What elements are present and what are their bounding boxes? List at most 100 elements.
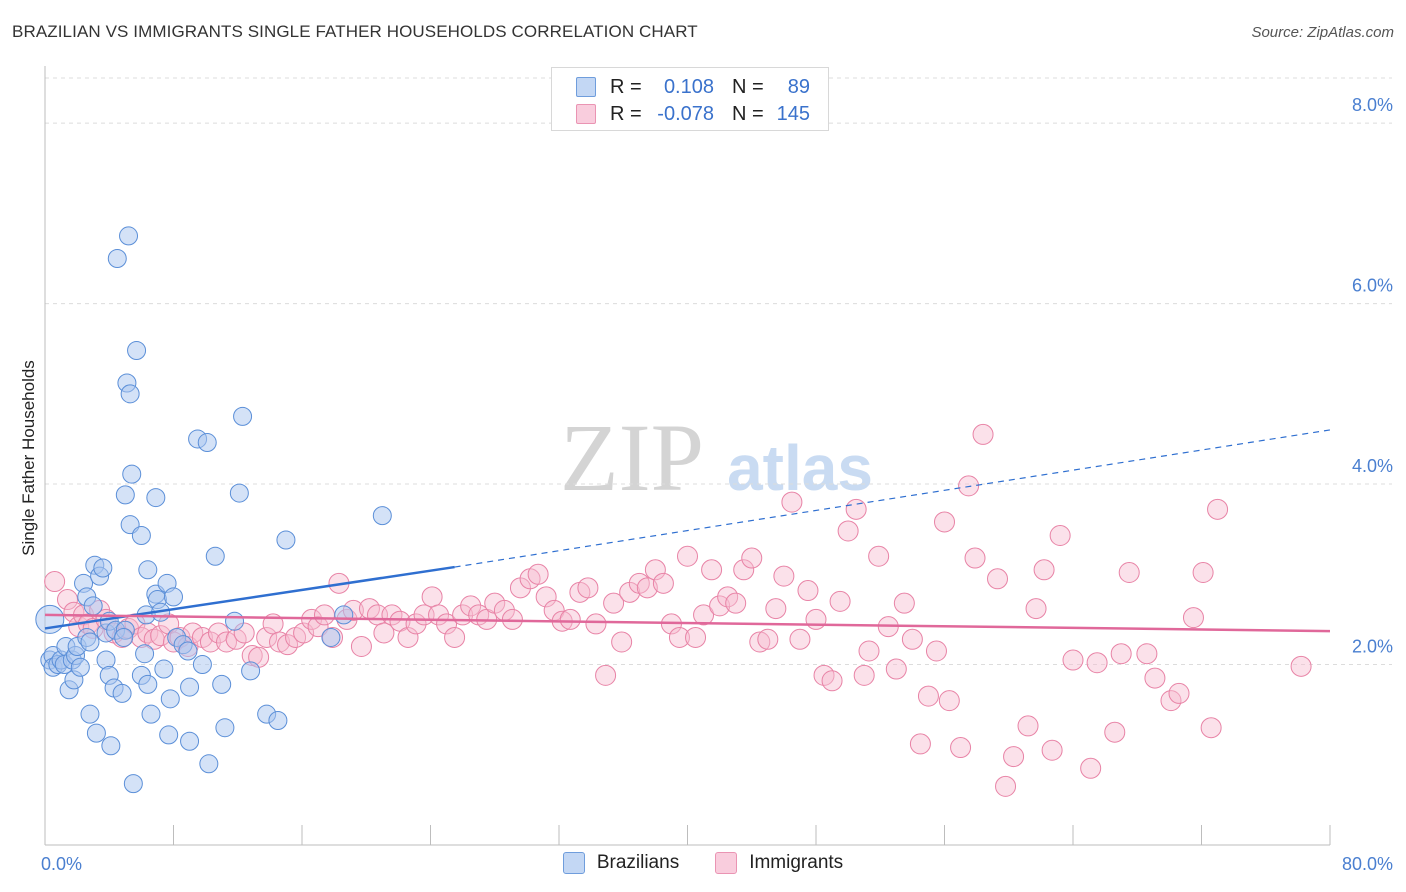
immigrant-point bbox=[256, 626, 278, 648]
immigrants-legend-swatch bbox=[715, 852, 738, 874]
immigrant-point bbox=[1086, 652, 1108, 674]
x-tick-label-min: 0.0% bbox=[41, 854, 82, 874]
trend-lines bbox=[44, 429, 1331, 633]
legend-item-immigrants[interactable]: Immigrants bbox=[715, 852, 843, 874]
brazilian-point bbox=[96, 650, 116, 670]
brazilian-point bbox=[93, 558, 113, 578]
brazilian-point bbox=[80, 704, 100, 724]
brazilian-point bbox=[115, 485, 135, 505]
immigrant-point bbox=[805, 608, 827, 630]
y-tick-label: 6.0% bbox=[1352, 276, 1393, 296]
immigrant-point bbox=[1017, 715, 1039, 737]
immigrant-point bbox=[1049, 524, 1071, 546]
brazilian-point bbox=[233, 406, 253, 426]
stats-legend: R = 0.108 N = 89 R = -0.078 N = 145 bbox=[551, 67, 829, 131]
immigrant-point bbox=[885, 658, 907, 680]
brazilian-point bbox=[35, 604, 65, 634]
immigrant-point bbox=[853, 664, 875, 686]
brazilian-point bbox=[160, 689, 180, 709]
immigrant-point bbox=[1290, 655, 1312, 677]
brazilian-point bbox=[321, 627, 341, 647]
immigrant-point bbox=[1041, 739, 1063, 761]
immigrant-point bbox=[909, 733, 931, 755]
immigrant-point bbox=[444, 626, 466, 648]
immigrant-point bbox=[1136, 643, 1158, 665]
immigrant-point bbox=[995, 775, 1017, 797]
brazilian-point bbox=[86, 723, 106, 743]
brazilian-point bbox=[107, 248, 127, 268]
brazilian-point bbox=[334, 605, 354, 625]
immigrant-point bbox=[652, 572, 674, 594]
watermark-atlas: atlas bbox=[727, 432, 873, 504]
immigrant-point bbox=[1003, 746, 1025, 768]
immigrant-point bbox=[837, 520, 859, 542]
brazilian-point bbox=[141, 704, 161, 724]
immigrant-point bbox=[725, 592, 747, 614]
brazilian-point bbox=[212, 674, 232, 694]
immigrant-point bbox=[501, 608, 523, 630]
immigrant-point bbox=[868, 545, 890, 567]
brazilian-point bbox=[192, 655, 212, 675]
brazilian-point bbox=[229, 483, 249, 503]
brazilians-trend-solid bbox=[44, 565, 455, 630]
legend-n-label: N = bbox=[732, 75, 764, 98]
brazilian-point bbox=[372, 506, 392, 526]
immigrant-point bbox=[559, 608, 581, 630]
immigrant-point bbox=[1192, 561, 1214, 583]
legend-n-label: N = bbox=[732, 102, 764, 125]
chart-source: Source: ZipAtlas.com bbox=[1251, 24, 1394, 41]
legend-item-brazilians[interactable]: Brazilians bbox=[562, 852, 679, 874]
immigrant-point bbox=[460, 595, 482, 617]
immigrant-point bbox=[373, 622, 395, 644]
immigrant-point bbox=[1144, 667, 1166, 689]
y-tick-label: 2.0% bbox=[1352, 637, 1393, 657]
immigrant-point bbox=[577, 577, 599, 599]
legend-r-value: -0.078 bbox=[657, 102, 714, 125]
brazilian-point bbox=[276, 530, 296, 550]
immigrant-point bbox=[765, 598, 787, 620]
immigrant-point bbox=[733, 559, 755, 581]
legend-r-label: R = bbox=[610, 75, 642, 98]
immigrant-point bbox=[781, 491, 803, 513]
brazilian-point bbox=[131, 525, 151, 545]
legend-r-label: R = bbox=[610, 102, 642, 125]
immigrant-point bbox=[917, 685, 939, 707]
immigrant-point bbox=[277, 634, 299, 656]
immigrant-point bbox=[797, 580, 819, 602]
brazilian-point bbox=[83, 596, 103, 616]
immigrant-point bbox=[709, 595, 731, 617]
chart-title: BRAZILIAN VS IMMIGRANTS SINGLE FATHER HO… bbox=[12, 22, 698, 41]
legend-n-value: 145 bbox=[776, 102, 810, 125]
immigrant-point bbox=[701, 559, 723, 581]
brazilian-point bbox=[154, 659, 174, 679]
immigrant-point bbox=[421, 586, 443, 608]
immigrant-point bbox=[313, 604, 335, 626]
immigrant-point bbox=[677, 545, 698, 567]
immigrants-legend-label: Immigrants bbox=[749, 852, 844, 873]
immigrant-point bbox=[893, 592, 915, 614]
immigrant-point bbox=[636, 577, 658, 599]
immigrant-point bbox=[950, 737, 972, 759]
immigrant-point bbox=[603, 592, 625, 614]
immigrant-point bbox=[1080, 757, 1102, 779]
legend-row-immigrants: R = -0.078 N = 145 bbox=[576, 102, 810, 126]
brazilian-point bbox=[123, 774, 143, 794]
brazilian-point bbox=[80, 632, 100, 652]
immigrant-point bbox=[199, 631, 221, 653]
immigrant-point bbox=[789, 628, 811, 650]
immigrant-point bbox=[1200, 717, 1222, 739]
immigrant-point bbox=[987, 568, 1009, 590]
y-tick-label: 8.0% bbox=[1352, 95, 1393, 115]
brazilian-point bbox=[120, 384, 140, 404]
immigrant-point bbox=[1104, 721, 1126, 743]
immigrant-point bbox=[741, 547, 763, 569]
immigrant-point bbox=[958, 475, 980, 497]
brazilian-point bbox=[127, 341, 147, 361]
immigrant-point bbox=[269, 631, 291, 653]
immigrant-point bbox=[829, 590, 851, 612]
brazilian-point bbox=[122, 464, 142, 484]
immigrant-point bbox=[1160, 690, 1182, 712]
brazilian-point bbox=[241, 661, 261, 681]
immigrants-swatch bbox=[576, 104, 596, 124]
